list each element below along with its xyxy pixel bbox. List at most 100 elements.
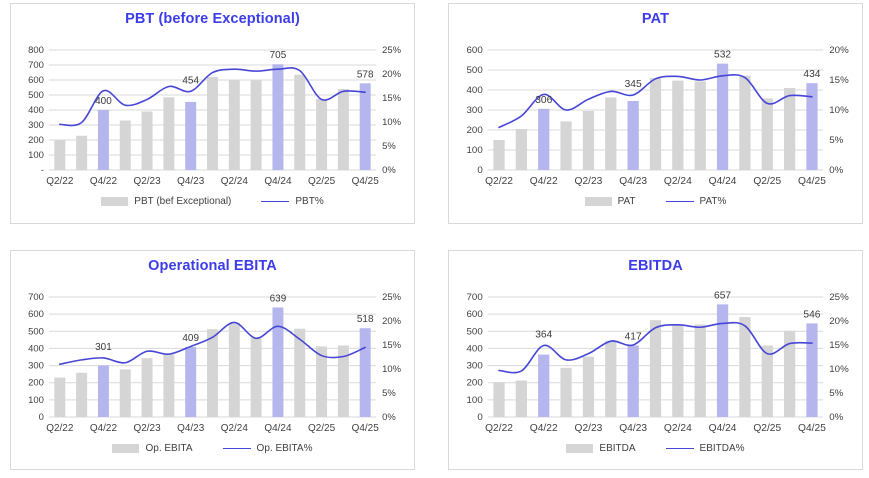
legend-item-bar: Op. EBITA xyxy=(112,443,193,454)
svg-text:454: 454 xyxy=(182,75,199,86)
pat-legend: PAT PAT% xyxy=(449,191,862,211)
svg-text:25%: 25% xyxy=(382,45,402,56)
svg-text:600: 600 xyxy=(467,45,483,56)
svg-text:Q2/25: Q2/25 xyxy=(753,423,781,434)
svg-text:500: 500 xyxy=(467,65,483,76)
line-series-swatch-icon xyxy=(261,200,290,202)
legend-item-line: Op. EBITA% xyxy=(222,442,313,454)
legend-line-label: Op. EBITA% xyxy=(256,442,313,454)
svg-text:Q4/23: Q4/23 xyxy=(177,423,205,434)
chart-panel-pat: PAT 0 100 200 300 400 500 600 0% 5% 10% 15% 20% Q2/2… xyxy=(448,3,863,224)
svg-text:15%: 15% xyxy=(829,75,849,86)
svg-text:Q2/23: Q2/23 xyxy=(575,176,603,187)
svg-text:200: 200 xyxy=(467,125,483,136)
svg-text:25%: 25% xyxy=(829,292,849,303)
svg-text:600: 600 xyxy=(28,75,44,86)
legend-item-bar: PAT xyxy=(584,196,636,207)
svg-text:600: 600 xyxy=(467,309,483,320)
svg-text:639: 639 xyxy=(270,293,287,304)
svg-text:400: 400 xyxy=(95,96,112,107)
svg-text:306: 306 xyxy=(535,95,552,106)
legend-item-line: PAT% xyxy=(665,196,726,207)
legend-bar-label: PBT (bef Exceptional) xyxy=(134,195,232,207)
svg-text:25%: 25% xyxy=(382,292,402,303)
svg-text:200: 200 xyxy=(28,378,44,389)
line-series-swatch-icon xyxy=(222,447,251,449)
svg-text:15%: 15% xyxy=(382,340,402,351)
svg-text:301: 301 xyxy=(95,342,112,353)
svg-text:800: 800 xyxy=(28,45,44,56)
chart-title-pat: PAT xyxy=(641,11,670,27)
svg-text:100: 100 xyxy=(467,395,483,406)
svg-text:Q2/23: Q2/23 xyxy=(134,423,162,434)
svg-text:Q2/25: Q2/25 xyxy=(308,423,336,434)
svg-text:200: 200 xyxy=(28,135,44,146)
svg-text:Q4/22: Q4/22 xyxy=(530,423,558,434)
svg-text:578: 578 xyxy=(357,69,374,80)
svg-text:10%: 10% xyxy=(829,105,849,116)
svg-text:Q4/25: Q4/25 xyxy=(352,176,380,187)
svg-text:Q2/22: Q2/22 xyxy=(46,423,74,434)
svg-text:546: 546 xyxy=(803,309,820,320)
bar-series-swatch-icon xyxy=(584,196,612,206)
svg-text:Q4/24: Q4/24 xyxy=(709,423,737,434)
legend-item-line: PBT% xyxy=(261,195,324,207)
svg-text:Q4/25: Q4/25 xyxy=(798,423,826,434)
svg-text:100: 100 xyxy=(28,150,44,161)
bar-series-swatch-icon xyxy=(101,196,129,206)
legend-bar-label: EBITDA xyxy=(599,442,636,454)
svg-text:10%: 10% xyxy=(829,364,849,375)
svg-text:15%: 15% xyxy=(382,93,402,104)
svg-text:Q4/24: Q4/24 xyxy=(264,176,292,187)
svg-text:Q2/25: Q2/25 xyxy=(308,176,336,187)
legend-item-bar: EBITDA xyxy=(566,442,636,454)
svg-text:10%: 10% xyxy=(382,364,402,375)
svg-text:518: 518 xyxy=(357,314,374,325)
svg-text:Q4/23: Q4/23 xyxy=(619,176,647,187)
svg-text:5%: 5% xyxy=(829,388,843,399)
legend-line-label: PBT% xyxy=(295,195,324,207)
svg-text:100: 100 xyxy=(28,395,44,406)
chart-title-ebitda: EBITDA xyxy=(628,258,683,274)
svg-text:15%: 15% xyxy=(829,340,849,351)
svg-text:10%: 10% xyxy=(382,117,402,128)
svg-text:0%: 0% xyxy=(829,165,843,176)
svg-text:657: 657 xyxy=(714,290,731,301)
svg-text:0%: 0% xyxy=(382,412,396,423)
svg-text:Q2/23: Q2/23 xyxy=(134,176,162,187)
svg-text:300: 300 xyxy=(467,105,483,116)
svg-text:100: 100 xyxy=(467,145,483,156)
svg-text:Q2/24: Q2/24 xyxy=(221,176,249,187)
svg-text:Q4/22: Q4/22 xyxy=(530,176,558,187)
svg-text:300: 300 xyxy=(467,361,483,372)
svg-text:364: 364 xyxy=(535,330,552,341)
svg-text:500: 500 xyxy=(28,90,44,101)
ebitda-legend: EBITDA EBITDA% xyxy=(449,438,862,458)
chart-panel-ebitda: EBITDA 0 100 200 300 400 500 600 700 0% 5% 10% 15% 2… xyxy=(448,250,863,470)
svg-text:500: 500 xyxy=(28,326,44,337)
svg-text:Q4/23: Q4/23 xyxy=(177,176,205,187)
svg-text:Q4/22: Q4/22 xyxy=(90,176,118,187)
svg-text:0: 0 xyxy=(477,165,482,176)
svg-text:705: 705 xyxy=(270,50,287,61)
chart-title-op-ebita: Operational EBITA xyxy=(148,258,277,274)
svg-text:400: 400 xyxy=(467,85,483,96)
svg-text:Q2/22: Q2/22 xyxy=(46,176,74,187)
svg-text:Q2/25: Q2/25 xyxy=(753,176,781,187)
svg-text:300: 300 xyxy=(28,361,44,372)
svg-text:500: 500 xyxy=(467,326,483,337)
svg-text:Q2/23: Q2/23 xyxy=(575,423,603,434)
svg-text:700: 700 xyxy=(28,60,44,71)
svg-text:5%: 5% xyxy=(382,141,396,152)
svg-text:0%: 0% xyxy=(382,165,396,176)
svg-text:Q2/24: Q2/24 xyxy=(664,423,692,434)
svg-text:200: 200 xyxy=(467,378,483,389)
svg-text:20%: 20% xyxy=(829,45,849,56)
svg-text:400: 400 xyxy=(467,344,483,355)
op-ebita-bar-line-chart: 0 100 200 300 400 500 600 700 0% 5% 10% 15% 20% 25% Q2… xyxy=(28,292,402,434)
svg-text:Q4/25: Q4/25 xyxy=(798,176,826,187)
svg-text:700: 700 xyxy=(28,292,44,303)
svg-text:Q4/25: Q4/25 xyxy=(352,423,380,434)
chart-title-pbt: PBT (before Exceptional) xyxy=(125,11,300,27)
